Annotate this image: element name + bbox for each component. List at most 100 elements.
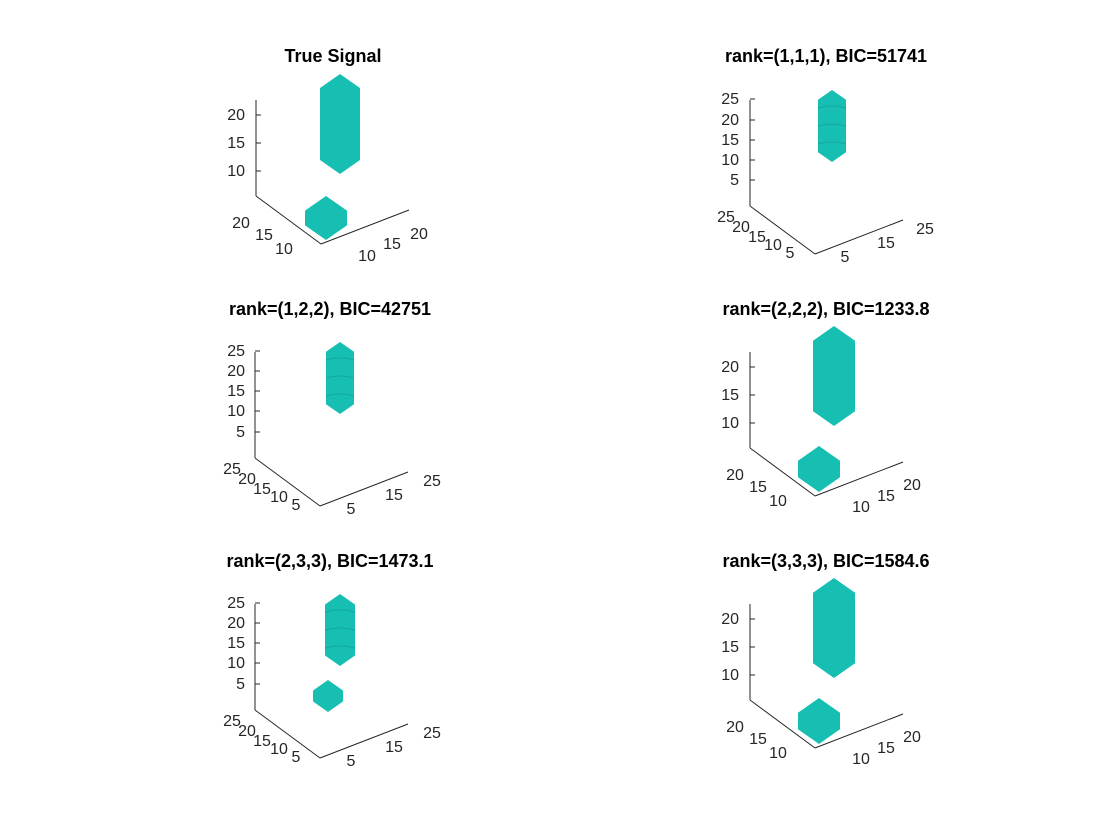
panel-title: rank=(2,2,2), BIC=1233.8 <box>722 299 929 319</box>
y-axis-line <box>254 457 321 507</box>
y-tick-label: 20 <box>238 471 256 488</box>
isosurface-block <box>313 680 343 712</box>
z-tick-label: 5 <box>236 676 245 693</box>
z-tick-label: 20 <box>721 112 739 129</box>
z-tick-label: 15 <box>721 639 739 656</box>
z-tick-label: 20 <box>227 363 245 380</box>
isosurface-block <box>305 196 347 240</box>
isosurface-segment <box>325 375 355 379</box>
isosurface-segment <box>325 357 355 361</box>
x-tick-label: 10 <box>358 248 376 265</box>
x-tick-label: 5 <box>347 501 356 518</box>
x-tick-label: 15 <box>383 236 401 253</box>
y-tick-label: 15 <box>255 227 273 244</box>
y-tick-label: 20 <box>232 215 250 232</box>
y-axis-line <box>749 699 816 749</box>
z-tick-label: 10 <box>721 415 739 432</box>
z-tick-label: 15 <box>721 132 739 149</box>
y-tick-label: 20 <box>238 723 256 740</box>
panel-title: rank=(1,1,1), BIC=51741 <box>725 46 927 66</box>
x-axis-line <box>814 713 904 749</box>
z-tick-label: 15 <box>227 135 245 152</box>
z-tick-label: 25 <box>227 343 245 360</box>
x-tick-label: 10 <box>852 751 870 768</box>
isosurface-segment <box>817 141 847 145</box>
z-tick-label: 20 <box>721 611 739 628</box>
y-tick-label: 20 <box>726 719 744 736</box>
x-tick-label: 25 <box>423 473 441 490</box>
y-axis-line <box>749 205 816 255</box>
isosurface-segment <box>817 123 847 127</box>
x-tick-label: 20 <box>410 226 428 243</box>
panel-2: rank=(1,1,1), BIC=5174151015202525201510… <box>717 46 934 266</box>
y-tick-label: 10 <box>270 741 288 758</box>
isosurface-column <box>325 594 355 666</box>
x-tick-label: 15 <box>385 739 403 756</box>
isosurface-column <box>326 342 354 414</box>
y-tick-label: 10 <box>769 745 787 762</box>
y-tick-label: 5 <box>292 749 301 766</box>
z-tick-label: 10 <box>721 152 739 169</box>
x-tick-label: 15 <box>877 488 895 505</box>
x-tick-label: 15 <box>385 487 403 504</box>
z-tick-label: 15 <box>227 635 245 652</box>
x-tick-label: 5 <box>841 249 850 266</box>
isosurface-column <box>320 74 360 174</box>
x-tick-label: 5 <box>347 753 356 770</box>
y-tick-label: 10 <box>764 237 782 254</box>
x-axis-line <box>319 723 409 759</box>
y-tick-label: 20 <box>726 467 744 484</box>
y-tick-label: 10 <box>270 489 288 506</box>
z-tick-label: 10 <box>227 655 245 672</box>
y-tick-label: 25 <box>223 461 241 478</box>
panel-title: rank=(2,3,3), BIC=1473.1 <box>226 551 433 571</box>
x-axis-line <box>320 209 410 245</box>
y-tick-label: 15 <box>253 481 271 498</box>
x-tick-label: 15 <box>877 740 895 757</box>
panel-title: rank=(1,2,2), BIC=42751 <box>229 299 431 319</box>
y-tick-label: 15 <box>749 731 767 748</box>
y-tick-label: 10 <box>769 493 787 510</box>
z-tick-label: 20 <box>227 107 245 124</box>
z-tick-label: 20 <box>721 359 739 376</box>
x-tick-label: 20 <box>903 729 921 746</box>
y-tick-label: 25 <box>223 713 241 730</box>
isosurface-segment <box>817 105 847 109</box>
x-tick-label: 25 <box>423 725 441 742</box>
z-tick-label: 10 <box>721 667 739 684</box>
panel-title: rank=(3,3,3), BIC=1584.6 <box>722 551 929 571</box>
x-tick-label: 25 <box>916 221 934 238</box>
isosurface-segment <box>325 393 355 397</box>
x-axis-line <box>814 219 904 255</box>
isosurface-segment <box>324 645 356 649</box>
isosurface-segment <box>324 609 356 613</box>
y-axis-line <box>254 709 321 759</box>
x-tick-label: 15 <box>877 235 895 252</box>
z-tick-label: 10 <box>227 163 245 180</box>
x-axis-line <box>814 461 904 497</box>
isosurface-column <box>818 90 846 162</box>
y-axis-line <box>749 447 816 497</box>
z-tick-label: 25 <box>721 91 739 108</box>
y-axis-line <box>255 195 322 245</box>
y-tick-label: 15 <box>748 229 766 246</box>
z-tick-label: 15 <box>227 383 245 400</box>
panel-title: True Signal <box>284 46 381 66</box>
y-tick-label: 5 <box>292 497 301 514</box>
isosurface-column <box>813 578 855 678</box>
y-tick-label: 5 <box>786 245 795 262</box>
x-tick-label: 10 <box>852 499 870 516</box>
z-tick-label: 10 <box>227 403 245 420</box>
y-tick-label: 10 <box>275 241 293 258</box>
z-tick-label: 20 <box>227 615 245 632</box>
isosurface-column <box>813 326 855 426</box>
x-axis-line <box>319 471 409 507</box>
y-tick-label: 25 <box>717 209 735 226</box>
y-tick-label: 20 <box>732 219 750 236</box>
x-tick-label: 20 <box>903 477 921 494</box>
